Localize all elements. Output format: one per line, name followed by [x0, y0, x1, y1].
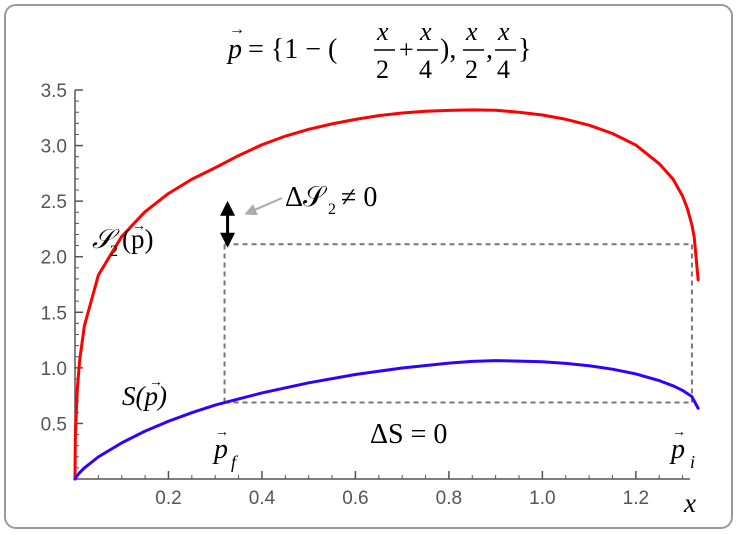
title-end: } — [518, 34, 531, 65]
title-frac1-num: x — [376, 17, 389, 46]
s2-curve-label-arg: (p) — [122, 224, 153, 254]
title-plus: + — [399, 35, 414, 64]
title-frac3-num: x — [465, 17, 478, 46]
title-frac1-den: 2 — [376, 55, 389, 84]
title-p: p — [226, 34, 242, 65]
reference-lines — [223, 243, 693, 404]
s2-arg-vector-arrow: → — [132, 219, 146, 234]
delta-s2-label-rel: ≠ 0 — [341, 182, 377, 213]
title-close: ), — [440, 34, 456, 65]
series-line-S — [73, 359, 700, 481]
y-tick-label: 2.0 — [41, 248, 67, 269]
title-frac2-den: 4 — [419, 55, 432, 84]
axes: 0.5 1.0 1.5 2.0 2.5 3.0 3.5 0.2 0.4 0.6 0.8 1.0 1.2 x — [41, 81, 696, 518]
pf-label-sub: f — [231, 452, 239, 472]
x-tick-label: 1.2 — [623, 488, 649, 509]
annotations: 𝒮 2 (p) → S(p) → Δ𝒮 2 ≠ 0 ΔS = 0 p f → p… — [92, 182, 695, 472]
y-tick-label: 0.5 — [41, 414, 67, 435]
pi-vector-arrow: → — [672, 425, 686, 440]
y-tick-label: 1.5 — [41, 303, 67, 324]
y-tick-label: 2.5 — [41, 192, 67, 213]
pf-vector-arrow: → — [215, 425, 229, 440]
pi-label: p — [669, 434, 685, 465]
x-tick-label: 0.4 — [249, 488, 276, 509]
s-curve-label: S(p) — [122, 381, 167, 411]
y-tick-label: 3.0 — [41, 137, 67, 158]
s2-curve-label-sub: 2 — [110, 243, 118, 260]
pi-label-sub: i — [690, 452, 695, 472]
title-comma: , — [486, 34, 493, 65]
title-frac3-den: 2 — [465, 55, 478, 84]
pf-label: p — [212, 434, 228, 465]
title-frac4-num: x — [497, 17, 510, 46]
series-line-S2 — [73, 108, 700, 481]
x-tick-label: 0.8 — [436, 488, 462, 509]
delta-s2-label: Δ𝒮 — [285, 182, 328, 213]
title-frac4-den: 4 — [497, 55, 510, 84]
title-eq: = {1 − ( — [248, 34, 337, 65]
delta-s2-pointer-arrow — [244, 197, 283, 216]
delta-s-label: ΔS = 0 — [370, 419, 447, 450]
chart-title: p → = {1 − ( x 2 + x 4 ), x 2 , x 4 } — [226, 17, 531, 84]
x-tick-label: 1.0 — [529, 488, 555, 509]
delta-s2-label-sub: 2 — [328, 201, 336, 218]
x-tick-label: 0.6 — [342, 488, 368, 509]
x-tick-label: 0.2 — [155, 488, 181, 509]
y-tick-label: 1.0 — [41, 359, 67, 380]
title-p-vector-arrow: → — [229, 21, 245, 38]
title-frac2-num: x — [419, 17, 432, 46]
x-axis-label: x — [683, 488, 696, 518]
s-arg-vector-arrow: → — [149, 375, 163, 390]
y-tick-label: 3.5 — [41, 81, 67, 102]
series-group — [73, 108, 700, 481]
